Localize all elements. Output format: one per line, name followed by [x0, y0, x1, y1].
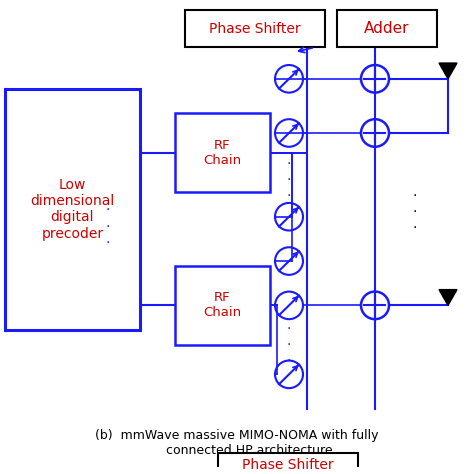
Text: ·
·
·: · · ·: [287, 321, 291, 368]
Text: (b)  mmWave massive MIMO-NOMA with fully
      connected HP architecture: (b) mmWave massive MIMO-NOMA with fully …: [95, 428, 379, 456]
Text: ·
·
·: · · ·: [105, 203, 109, 250]
Bar: [337, 10, 437, 47]
Bar: [185, 10, 325, 47]
Bar: [175, 113, 270, 192]
Polygon shape: [439, 63, 457, 79]
Bar: [218, 453, 358, 474]
Text: ·
·
·: · · ·: [287, 157, 291, 203]
Text: ·
·
·: · · ·: [413, 189, 417, 235]
Bar: [175, 266, 270, 345]
Polygon shape: [439, 290, 457, 305]
Text: Phase Shifter: Phase Shifter: [242, 458, 334, 472]
Text: RF
Chain: RF Chain: [203, 292, 242, 319]
Text: ·
·
·: · · ·: [373, 189, 377, 235]
Text: Phase Shifter: Phase Shifter: [209, 22, 301, 36]
Bar: [5, 89, 140, 330]
Text: RF
Chain: RF Chain: [203, 139, 242, 167]
Text: Low
dimensional
digital
precoder: Low dimensional digital precoder: [30, 178, 115, 241]
Text: Adder: Adder: [364, 21, 410, 36]
